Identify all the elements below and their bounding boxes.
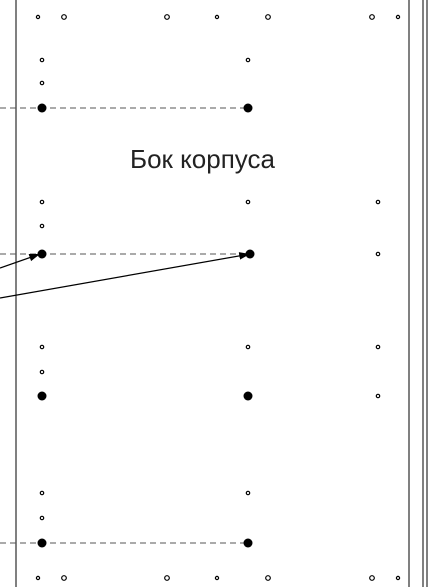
- small-hole: [395, 575, 401, 581]
- small-hole: [245, 57, 251, 63]
- right-column-small-holes: [375, 199, 381, 399]
- bottom-edge-holes: [35, 575, 401, 581]
- small-hole: [39, 223, 45, 229]
- small-hole: [39, 344, 45, 350]
- large-hole: [37, 249, 47, 259]
- small-hole: [61, 575, 67, 581]
- large-hole: [243, 103, 253, 113]
- small-hole: [245, 490, 251, 496]
- small-hole: [61, 14, 67, 20]
- large-hole: [37, 103, 47, 113]
- small-hole: [39, 57, 45, 63]
- large-hole: [243, 391, 253, 401]
- top-edge-holes: [35, 14, 401, 20]
- small-hole: [375, 344, 381, 350]
- arrow-to-right-hole: [0, 252, 251, 299]
- left-column-small-holes: [39, 57, 45, 521]
- small-hole: [369, 14, 375, 20]
- small-hole: [395, 14, 401, 20]
- small-hole: [35, 14, 41, 20]
- small-hole: [214, 14, 220, 20]
- small-hole: [164, 14, 170, 20]
- middle-column-small-holes: [245, 57, 251, 496]
- large-hole: [245, 249, 255, 259]
- small-hole: [164, 575, 170, 581]
- small-hole: [369, 575, 375, 581]
- small-hole: [39, 515, 45, 521]
- large-hole: [37, 391, 47, 401]
- large-hole: [243, 538, 253, 548]
- small-hole: [375, 251, 381, 257]
- small-hole: [39, 369, 45, 375]
- large-holes: [37, 103, 255, 548]
- small-hole: [214, 575, 220, 581]
- small-hole: [245, 344, 251, 350]
- small-hole: [39, 199, 45, 205]
- small-hole: [245, 199, 251, 205]
- panel-label: Бок корпуса: [130, 144, 275, 174]
- small-hole: [39, 80, 45, 86]
- small-hole: [265, 575, 271, 581]
- small-hole: [375, 199, 381, 205]
- small-hole: [375, 393, 381, 399]
- small-hole: [265, 14, 271, 20]
- large-hole: [37, 538, 47, 548]
- arrow-to-left-hole: [0, 253, 41, 269]
- small-hole: [35, 575, 41, 581]
- small-hole: [39, 490, 45, 496]
